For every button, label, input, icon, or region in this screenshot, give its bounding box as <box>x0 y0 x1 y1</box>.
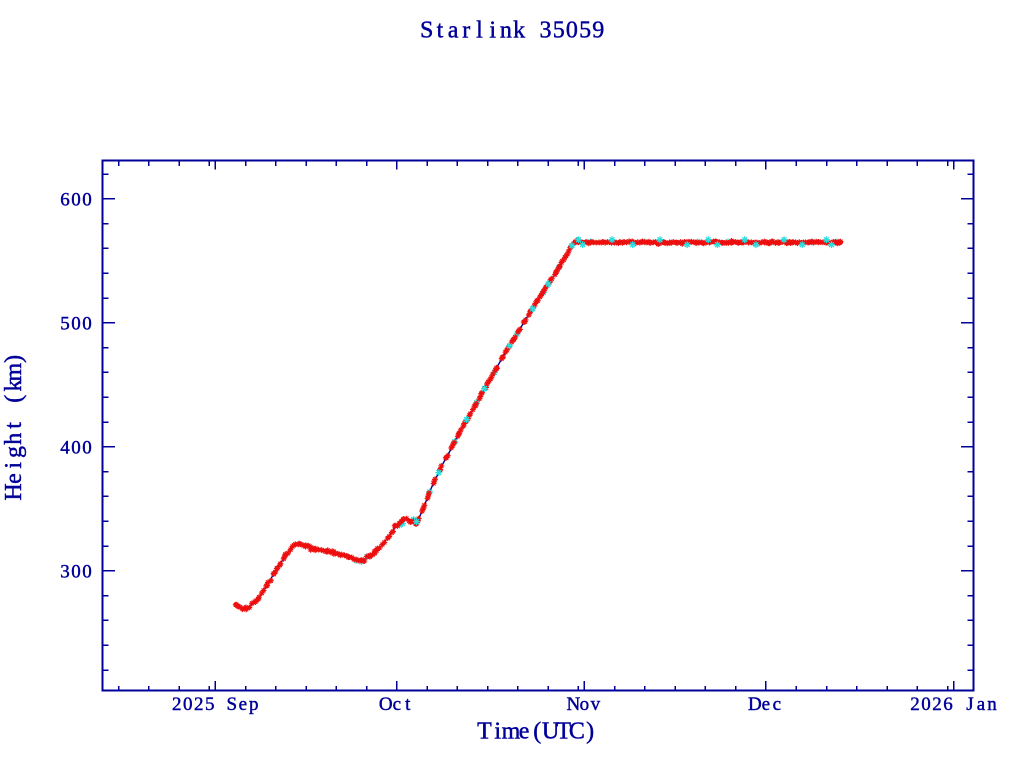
svg-text:300: 300 <box>60 562 92 583</box>
svg-text:Time(UTC): Time(UTC) <box>477 718 594 744</box>
svg-text:Dec: Dec <box>748 694 781 715</box>
svg-text:Starlink 35059: Starlink 35059 <box>420 18 604 44</box>
svg-text:400: 400 <box>60 438 92 459</box>
svg-text:Oct: Oct <box>379 694 411 715</box>
svg-text:Nov: Nov <box>567 694 601 715</box>
svg-text:Height (km): Height (km) <box>1 355 27 501</box>
svg-text:600: 600 <box>60 190 92 211</box>
svg-text:500: 500 <box>60 314 92 335</box>
